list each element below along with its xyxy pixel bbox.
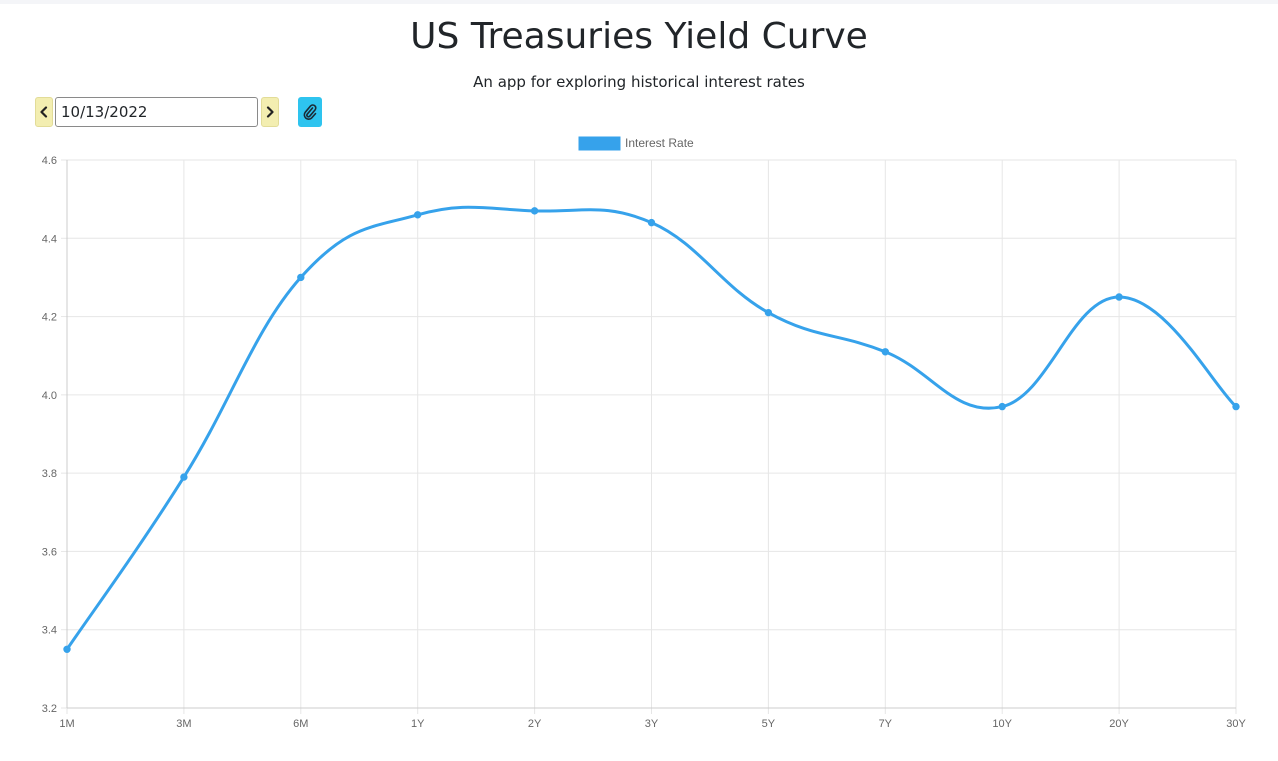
y-tick-label: 4.2 bbox=[42, 312, 57, 324]
x-tick-label: 1M bbox=[59, 718, 74, 730]
data-point bbox=[998, 402, 1006, 411]
y-tick-label: 4.0 bbox=[42, 390, 57, 402]
date-input[interactable] bbox=[55, 97, 258, 127]
y-tick-label: 3.4 bbox=[42, 625, 57, 637]
y-tick-label: 3.8 bbox=[42, 468, 57, 480]
x-tick-label: 7Y bbox=[879, 718, 893, 730]
data-point bbox=[63, 645, 71, 653]
x-tick-label: 2Y bbox=[528, 718, 542, 730]
legend-label: Interest Rate bbox=[625, 136, 694, 150]
paperclip-icon bbox=[303, 104, 317, 120]
previous-date-button[interactable] bbox=[35, 97, 53, 127]
x-tick-label: 3Y bbox=[645, 718, 659, 730]
x-tick-label: 30Y bbox=[1226, 718, 1246, 730]
data-point bbox=[180, 473, 188, 481]
data-point bbox=[1232, 402, 1240, 411]
page-title: US Treasuries Yield Curve bbox=[410, 16, 868, 57]
y-tick-label: 3.6 bbox=[42, 546, 57, 558]
data-point bbox=[530, 207, 539, 215]
chevron-left-icon bbox=[40, 106, 48, 118]
legend-swatch bbox=[578, 136, 621, 151]
y-tick-label: 3.2 bbox=[42, 703, 57, 715]
data-point bbox=[1115, 293, 1123, 301]
yield-curve-chart: 4.6 4.4 4.2 4.0 3.8 3.6 3.4 3.21M 3M 6M 1Y 2Y 3Y 5Y 7Y… bbox=[42, 136, 1247, 730]
x-tick-label: 5Y bbox=[762, 718, 776, 730]
top-strip bbox=[0, 0, 1278, 4]
chevron-right-icon bbox=[266, 106, 274, 118]
data-point bbox=[881, 348, 889, 356]
x-tick-label: 20Y bbox=[1109, 718, 1129, 730]
x-tick-label: 3M bbox=[176, 718, 191, 730]
share-link-button[interactable] bbox=[298, 97, 322, 127]
data-point bbox=[764, 308, 773, 317]
data-point bbox=[414, 211, 422, 219]
x-tick-label: 1Y bbox=[411, 718, 425, 730]
data-point bbox=[297, 273, 305, 282]
y-tick-label: 4.6 bbox=[42, 155, 57, 167]
x-tick-label: 10Y bbox=[992, 718, 1012, 730]
page-subtitle: An app for exploring historical interest… bbox=[473, 73, 805, 91]
next-date-button[interactable] bbox=[261, 97, 279, 127]
x-tick-label: 6M bbox=[293, 718, 308, 730]
data-point bbox=[647, 218, 656, 227]
y-tick-label: 4.4 bbox=[42, 233, 57, 245]
